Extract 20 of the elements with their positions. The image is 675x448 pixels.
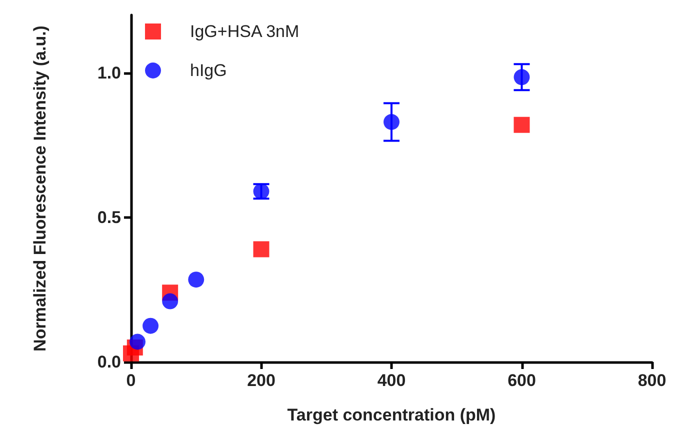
point	[130, 334, 146, 350]
x-tick-label: 800	[638, 371, 666, 390]
y-tick-label: 0.5	[97, 208, 121, 227]
point	[514, 69, 530, 86]
point	[253, 241, 270, 258]
point	[162, 293, 178, 310]
point	[142, 318, 159, 334]
point	[514, 116, 530, 133]
point	[384, 114, 400, 130]
legend-label: hIgG	[190, 61, 227, 80]
point	[188, 272, 204, 288]
x-tick-label: 200	[247, 371, 276, 390]
x-tick-label: 400	[377, 371, 406, 390]
y-tick-label: 1.0	[97, 63, 121, 82]
x-tick-label: 600	[508, 371, 536, 390]
y-axis-title: Normalized Fluorescence Intensity (a.u.)	[30, 26, 50, 352]
x-axis-title: Target concentration (pM)	[287, 406, 496, 424]
legend-label: IgG+HSA 3nM	[190, 22, 300, 41]
x-tick-label: 0	[126, 371, 136, 390]
y-tick-label: 0.0	[97, 352, 121, 372]
